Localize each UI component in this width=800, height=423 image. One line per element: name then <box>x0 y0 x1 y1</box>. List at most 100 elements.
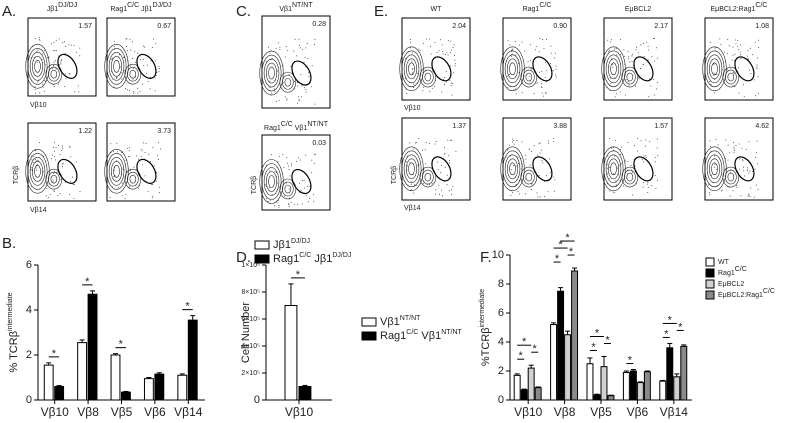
event-dot <box>298 182 300 184</box>
text-part: C/C <box>755 2 767 9</box>
event-dot <box>121 182 123 184</box>
contour <box>624 69 636 85</box>
event-dot <box>285 46 287 48</box>
event-dot <box>424 149 426 151</box>
contour <box>424 172 432 182</box>
event-dot <box>529 164 531 166</box>
event-dot <box>624 160 626 162</box>
event-dot <box>554 179 556 181</box>
event-dot <box>653 79 655 81</box>
event-dot <box>42 53 44 55</box>
event-dot <box>617 167 619 169</box>
contour <box>48 66 60 82</box>
event-dot <box>298 157 300 159</box>
event-dot <box>738 67 740 69</box>
flow-plot <box>261 134 331 211</box>
event-dot <box>646 41 648 43</box>
event-dot <box>747 58 749 60</box>
event-dot <box>750 187 752 189</box>
event-dot <box>423 42 425 44</box>
event-dot <box>132 78 134 80</box>
event-dot <box>70 180 72 182</box>
event-dot <box>622 185 624 187</box>
event-dot <box>508 74 510 76</box>
event-dot <box>745 149 747 151</box>
event-dot <box>733 152 735 154</box>
event-dot <box>753 79 755 81</box>
contour <box>621 66 639 88</box>
event-dot <box>757 47 759 49</box>
event-dot <box>52 179 54 181</box>
event-dot <box>42 83 44 85</box>
event-dot <box>736 186 738 188</box>
event-dot <box>732 84 734 86</box>
event-dot <box>755 184 757 186</box>
event-dot <box>152 195 154 197</box>
event-dot <box>136 52 138 54</box>
event-dot <box>155 42 157 44</box>
contour <box>520 166 538 188</box>
event-dot <box>290 202 292 204</box>
event-dot <box>44 80 46 82</box>
bar <box>666 347 674 401</box>
x-tick-label: Vβ5 <box>590 405 612 419</box>
event-dot <box>412 148 414 150</box>
event-dot <box>160 148 162 150</box>
event-dot <box>720 43 722 45</box>
event-dot <box>133 92 135 94</box>
bar <box>43 364 54 401</box>
bar <box>622 371 630 401</box>
event-dot <box>444 54 446 56</box>
event-dot <box>450 189 452 191</box>
event-dot <box>147 190 149 192</box>
event-dot <box>728 152 730 154</box>
contour <box>106 153 127 190</box>
significance-label: * <box>558 239 563 251</box>
event-dot <box>748 172 750 174</box>
event-dot <box>529 59 531 61</box>
legend-swatch <box>705 279 715 289</box>
bar <box>636 382 644 401</box>
gate-value: 0.67 <box>157 23 171 30</box>
event-dot <box>609 167 611 169</box>
event-dot <box>655 88 657 90</box>
event-dot <box>507 149 509 151</box>
event-dot <box>411 72 413 74</box>
event-dot <box>451 139 453 141</box>
event-dot <box>53 146 55 148</box>
event-dot <box>447 39 449 41</box>
event-dot <box>509 44 511 46</box>
event-dot <box>141 164 143 166</box>
gate <box>57 53 78 79</box>
event-dot <box>53 50 55 52</box>
event-dot <box>630 164 632 166</box>
event-dot <box>113 46 115 48</box>
plot-title: Rag1C/C Vβ1NT/NT <box>264 121 329 132</box>
event-dot <box>735 184 737 186</box>
gate-value: 3.88 <box>553 123 567 130</box>
contour <box>29 52 46 81</box>
event-dot <box>314 43 316 45</box>
event-dot <box>301 203 303 205</box>
y-axis-label: TCRβ <box>251 176 258 194</box>
event-dot <box>713 166 715 168</box>
event-dot <box>301 49 303 51</box>
event-dot <box>72 183 74 185</box>
event-dot <box>314 154 316 156</box>
event-dot <box>528 148 530 150</box>
contour <box>124 168 142 190</box>
event-dot <box>156 154 158 156</box>
legend-swatch <box>705 268 715 278</box>
legend-swatch <box>254 254 270 264</box>
bar <box>77 342 88 401</box>
event-dot <box>555 76 557 78</box>
contour <box>268 66 275 80</box>
y-tick-label: 10 <box>492 249 504 261</box>
event-dot <box>125 45 127 47</box>
event-dot <box>64 41 66 43</box>
event-dot <box>299 192 301 194</box>
text-part: Rag1 <box>264 125 281 132</box>
bar <box>673 376 681 401</box>
text-part: EμBCL2 <box>718 281 744 288</box>
contour <box>104 44 129 89</box>
